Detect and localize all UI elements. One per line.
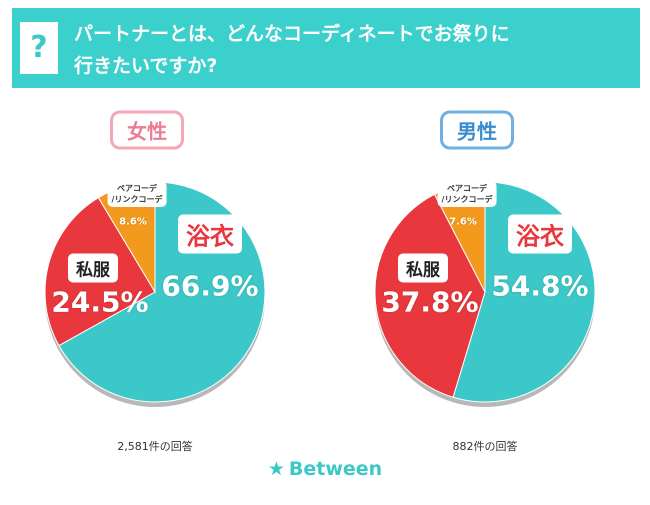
slice-value: 8.6% bbox=[119, 216, 147, 228]
question-icon: ? bbox=[20, 22, 58, 74]
slice-name: 私服 bbox=[68, 253, 118, 283]
response-count: 882件の回答 bbox=[452, 440, 518, 453]
slice-value: 37.8% bbox=[381, 285, 479, 319]
chart-title: 女性 bbox=[110, 110, 184, 150]
header: ? パートナーとは、どんなコーディネートでお祭りに 行きたいですか? bbox=[12, 8, 640, 88]
pie-slice bbox=[374, 193, 486, 398]
slice-value: 7.6% bbox=[449, 216, 477, 228]
slice-name: ペアコーデ /リンクコーデ bbox=[107, 181, 167, 207]
slice-name: ペアコーデ /リンクコーデ bbox=[437, 181, 497, 207]
slice-name: 浴衣 bbox=[508, 214, 572, 254]
slice-value: 54.8% bbox=[491, 269, 589, 303]
question: パートナーとは、どんなコーディネートでお祭りに 行きたいですか? bbox=[74, 23, 510, 77]
slice-value: 24.5% bbox=[51, 285, 149, 319]
chart-title: 男性 bbox=[440, 110, 514, 150]
response-count: 2,581件の回答 bbox=[117, 440, 193, 453]
slice-name: 私服 bbox=[398, 253, 448, 283]
slice-value: 66.9% bbox=[161, 269, 259, 303]
slice-name: 浴衣 bbox=[178, 214, 242, 254]
brand: Between bbox=[268, 458, 382, 480]
